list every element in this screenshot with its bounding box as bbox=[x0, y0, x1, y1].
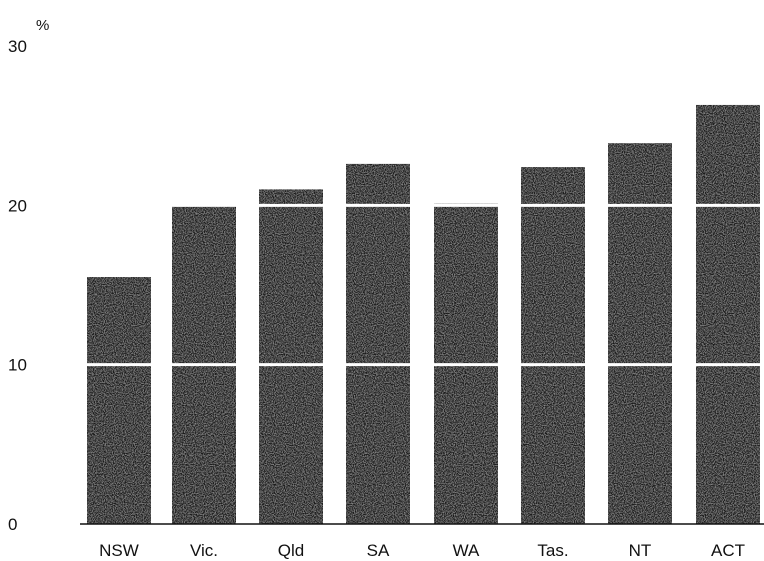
x-tick-label: SA bbox=[367, 541, 390, 560]
bar bbox=[259, 189, 323, 524]
x-tick-label: NSW bbox=[99, 541, 139, 560]
y-tick-label: 10 bbox=[8, 356, 27, 375]
y-axis: 0 10 20 30 bbox=[8, 37, 27, 534]
x-tick-label: Tas. bbox=[537, 541, 568, 560]
x-axis: NSW Vic. Qld SA WA Tas. NT ACT bbox=[99, 541, 745, 560]
bar bbox=[696, 104, 760, 524]
bar bbox=[346, 163, 410, 524]
y-axis-unit-label: % bbox=[36, 17, 49, 34]
bar bbox=[87, 277, 151, 524]
y-tick-label: 20 bbox=[8, 196, 27, 215]
bar bbox=[608, 143, 672, 524]
bars-group bbox=[87, 104, 760, 525]
bar bbox=[521, 167, 585, 525]
x-tick-label: Vic. bbox=[190, 541, 218, 560]
y-tick-label: 0 bbox=[8, 515, 17, 534]
x-tick-label: NT bbox=[629, 541, 652, 560]
y-tick-label: 30 bbox=[8, 37, 27, 56]
gridlines-group bbox=[80, 203, 764, 367]
x-tick-label: ACT bbox=[711, 541, 745, 560]
x-tick-label: Qld bbox=[278, 541, 304, 560]
x-tick-label: WA bbox=[453, 541, 480, 560]
